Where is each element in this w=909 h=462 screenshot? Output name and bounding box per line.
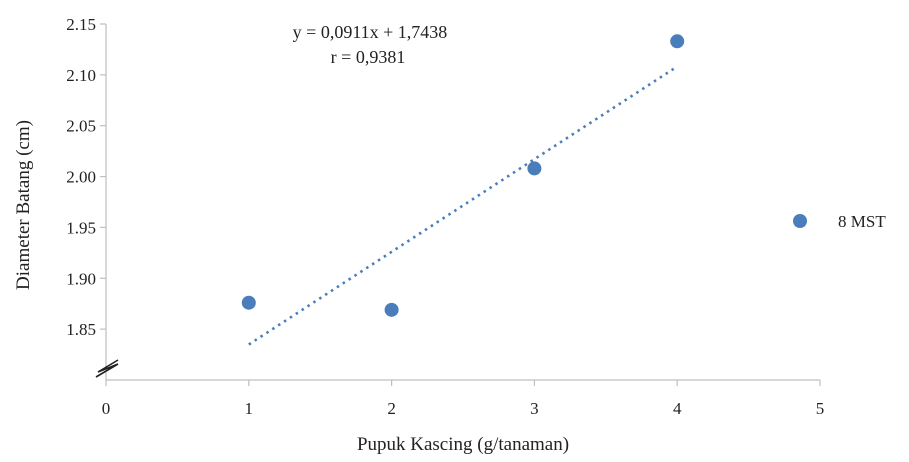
r-value-annotation: r = 0,9381 bbox=[331, 47, 406, 67]
y-tick-label: 2.05 bbox=[66, 117, 96, 136]
y-ticks: 1.85 1.90 1.95 2.00 2.05 2.10 2.15 bbox=[66, 15, 106, 339]
data-point bbox=[527, 161, 542, 176]
x-tick-label: 2 bbox=[387, 399, 396, 418]
trendline bbox=[248, 65, 678, 346]
x-tick-label: 1 bbox=[245, 399, 254, 418]
x-ticks: 0 1 2 3 4 5 bbox=[102, 380, 825, 418]
legend: 8 MST bbox=[793, 212, 886, 231]
y-tick-label: 1.95 bbox=[66, 218, 96, 237]
y-tick-label: 2.15 bbox=[66, 15, 96, 34]
legend-label: 8 MST bbox=[838, 212, 886, 231]
y-axis-break-mark bbox=[95, 359, 119, 378]
x-axis-title: Pupuk Kascing (g/tanaman) bbox=[357, 434, 569, 455]
legend-marker bbox=[793, 214, 807, 228]
data-point bbox=[384, 302, 399, 317]
axes bbox=[95, 24, 820, 381]
trendline-group bbox=[248, 65, 678, 346]
y-tick-label: 1.90 bbox=[66, 269, 96, 288]
data-point bbox=[670, 34, 685, 49]
x-tick-label: 4 bbox=[673, 399, 682, 418]
y-tick-label: 2.00 bbox=[66, 168, 96, 187]
data-point bbox=[241, 295, 256, 310]
y-tick-label: 2.10 bbox=[66, 66, 96, 85]
y-axis-title: Diameter Batang (cm) bbox=[13, 120, 34, 290]
data-points bbox=[241, 34, 685, 317]
x-tick-label: 0 bbox=[102, 399, 111, 418]
y-tick-label: 1.85 bbox=[66, 320, 96, 339]
equation-annotation: y = 0,0911x + 1,7438 bbox=[293, 22, 448, 42]
x-tick-label: 5 bbox=[816, 399, 825, 418]
x-tick-label: 3 bbox=[530, 399, 539, 418]
